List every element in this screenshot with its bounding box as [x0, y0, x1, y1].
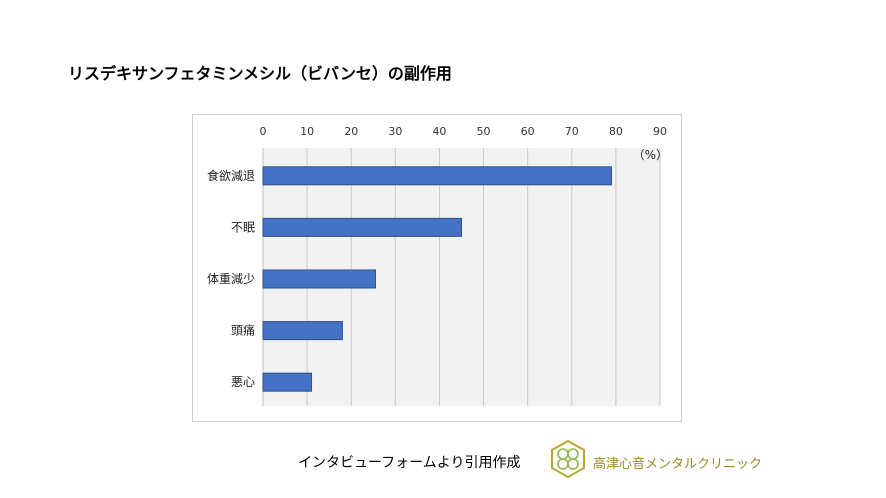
page-title: リスデキサンフェタミンメシル（ビバンセ）の副作用: [68, 64, 452, 83]
chart-container: 0 10 20 30 40 50 60 70 80 90 （%） 食欲減退不眠体重減少頭痛悪心: [192, 114, 682, 422]
bar: [262, 321, 343, 341]
x-tick-label: 30: [388, 125, 402, 138]
bar: [262, 217, 462, 237]
unit-label: （%）: [633, 148, 668, 162]
x-tick-label: 90: [653, 125, 667, 138]
x-tick-label: 20: [344, 125, 358, 138]
category-label: 頭痛: [231, 323, 255, 338]
bar: [262, 372, 313, 392]
x-tick-label: 40: [432, 125, 446, 138]
category-label: 体重減少: [207, 271, 255, 286]
category-label: 食欲減退: [207, 168, 255, 183]
source-note: インタビューフォームより引用作成: [298, 455, 521, 471]
category-label: 悪心: [231, 375, 255, 389]
x-tick-label: 80: [609, 125, 623, 138]
x-tick-label: 50: [477, 125, 491, 138]
category-label: 不眠: [231, 220, 255, 234]
clover-hexagon-logo-icon: [548, 439, 588, 479]
x-tick-label: 10: [300, 125, 314, 138]
bar: [262, 166, 612, 186]
clinic-name: 高津心音メンタルクリニック: [593, 457, 763, 472]
x-tick-label: 0: [260, 125, 267, 138]
bar: [262, 269, 376, 289]
x-tick-label: 70: [565, 125, 579, 138]
x-tick-label: 60: [521, 125, 535, 138]
